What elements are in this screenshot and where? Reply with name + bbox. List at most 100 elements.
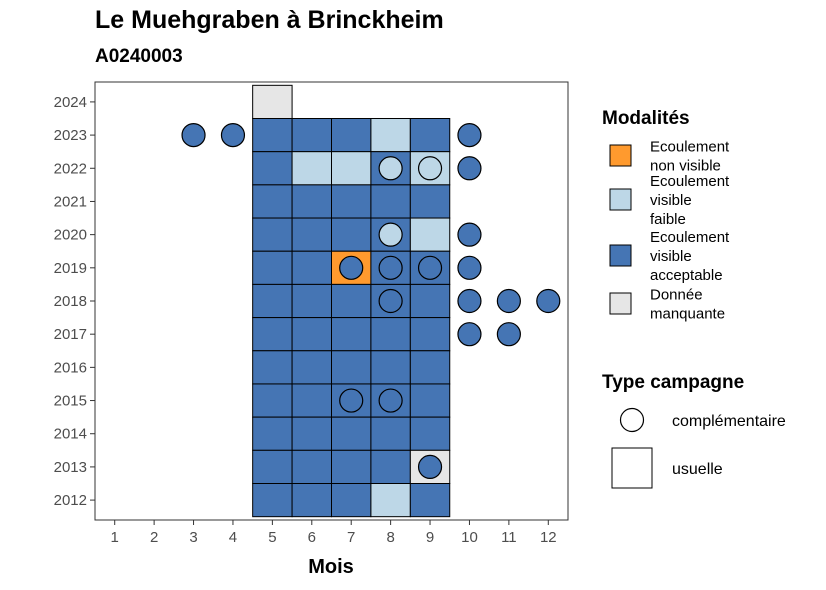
tile-2013-8 [370,449,411,484]
point-2017-10 [457,322,482,347]
point-2017-11 [496,322,521,347]
y-tick-label-2024: 2024 [54,94,87,111]
legend-label-va-2: acceptable [650,267,723,284]
point-2018-10 [457,288,482,314]
tile-2016-7 [331,350,372,385]
point-2015-8 [378,388,403,413]
legend-label-nv-0: Ecoulement [650,139,730,156]
chart-subtitle: A0240003 [95,46,183,67]
legend-key-va [609,244,632,267]
x-tick-label-6: 6 [308,529,316,546]
legend-label-usuelle: usuelle [672,461,723,478]
x-tick-label-5: 5 [268,529,276,546]
x-tick-label-4: 4 [229,529,237,546]
tile-2017-6 [291,317,333,352]
point-2022-9 [417,156,443,181]
tile-2021-6 [291,184,333,219]
tile-2019-6 [291,250,333,285]
y-tick-label-2019: 2019 [54,260,87,277]
legend-shape-complementaire [619,407,645,433]
tile-2022-5 [252,151,293,186]
y-tick-label-2015: 2015 [54,393,87,410]
tile-2016-8 [370,350,411,385]
legend-key-vf [609,188,632,211]
x-tick-label-9: 9 [426,529,434,546]
tile-2023-8 [370,118,411,153]
tile-2012-7 [331,483,372,518]
tile-2018-9 [409,283,451,319]
point-2023-3 [181,122,206,148]
tile-2012-8 [370,483,411,518]
y-tick-label-2018: 2018 [54,293,87,310]
y-tick-label-2020: 2020 [54,227,87,244]
tile-2012-9 [409,483,451,518]
point-2023-10 [457,122,482,148]
tile-2014-5 [252,416,293,451]
tile-2015-6 [291,383,333,418]
tile-2017-5 [252,317,293,352]
tile-2016-5 [252,350,293,385]
y-tick-label-2014: 2014 [54,426,87,443]
tile-2014-9 [409,416,451,451]
tile-2016-9 [409,350,451,385]
tile-2020-6 [291,217,333,252]
point-2020-8 [378,222,403,247]
point-2015-7 [339,388,364,413]
legend-label-nv-1: non visible [650,158,721,175]
tile-2012-5 [252,483,293,518]
chart-title: Le Muehgraben à Brinckheim [95,6,444,34]
x-tick-label-8: 8 [386,529,394,546]
tile-2015-9 [409,383,451,418]
legend-label-dm-1: manquante [650,306,725,323]
y-tick-label-2017: 2017 [54,326,87,343]
tile-2020-5 [252,217,293,252]
tile-2022-6 [291,151,333,186]
point-2019-9 [417,255,443,280]
y-tick-label-2016: 2016 [54,359,87,376]
legend-modalites-title: Modalités [602,108,690,129]
cells-layer [252,84,451,518]
y-axis: 2012 2013 2014 2015 2016 2017 2018 2019 2020 2021… [54,94,95,509]
y-tick-label-2023: 2023 [54,127,87,144]
tile-2023-6 [291,118,333,153]
tile-2021-5 [252,184,293,219]
x-tick-label-1: 1 [111,529,119,546]
tile-2013-6 [291,449,333,484]
tile-2018-5 [252,283,293,319]
tile-2021-9 [409,184,451,219]
x-tick-label-12: 12 [540,529,557,546]
point-2022-10 [457,156,482,181]
tile-2024-5 [252,84,293,120]
tile-2021-7 [331,184,372,219]
point-2013-9 [417,454,443,480]
tile-2018-7 [331,283,372,319]
tile-2014-7 [331,416,372,451]
legend-label-vf-1: visible [650,192,692,209]
points-layer [181,122,561,480]
tile-2020-9 [409,217,451,252]
x-axis-title: Mois [308,556,354,578]
tile-2023-9 [409,118,451,153]
legend-campagne-title: Type campagne [602,372,744,393]
tile-2013-7 [331,449,372,484]
legend-key-nv [609,144,632,167]
x-axis: 1 2 3 4 5 6 7 8 9 10 11 12 [111,520,557,546]
point-2018-11 [496,288,521,314]
legend-label-vf-0: Ecoulement [650,173,730,190]
legend-campagne: Type campagne complémentaire usuelle [602,372,786,489]
y-tick-label-2013: 2013 [54,459,87,476]
legend-shape-usuelle [611,447,653,489]
point-2019-7 [339,255,364,280]
x-tick-label-10: 10 [461,529,478,546]
legend-label-dm-0: Donnée [650,287,703,304]
y-tick-label-2021: 2021 [54,193,87,210]
tile-2014-8 [370,416,411,451]
tile-2013-5 [252,449,293,484]
tile-2018-6 [291,283,333,319]
point-2020-10 [457,222,482,247]
point-2019-10 [457,255,482,280]
tile-2015-5 [252,383,293,418]
legend-label-va-0: Ecoulement [650,229,730,246]
tile-2016-6 [291,350,333,385]
